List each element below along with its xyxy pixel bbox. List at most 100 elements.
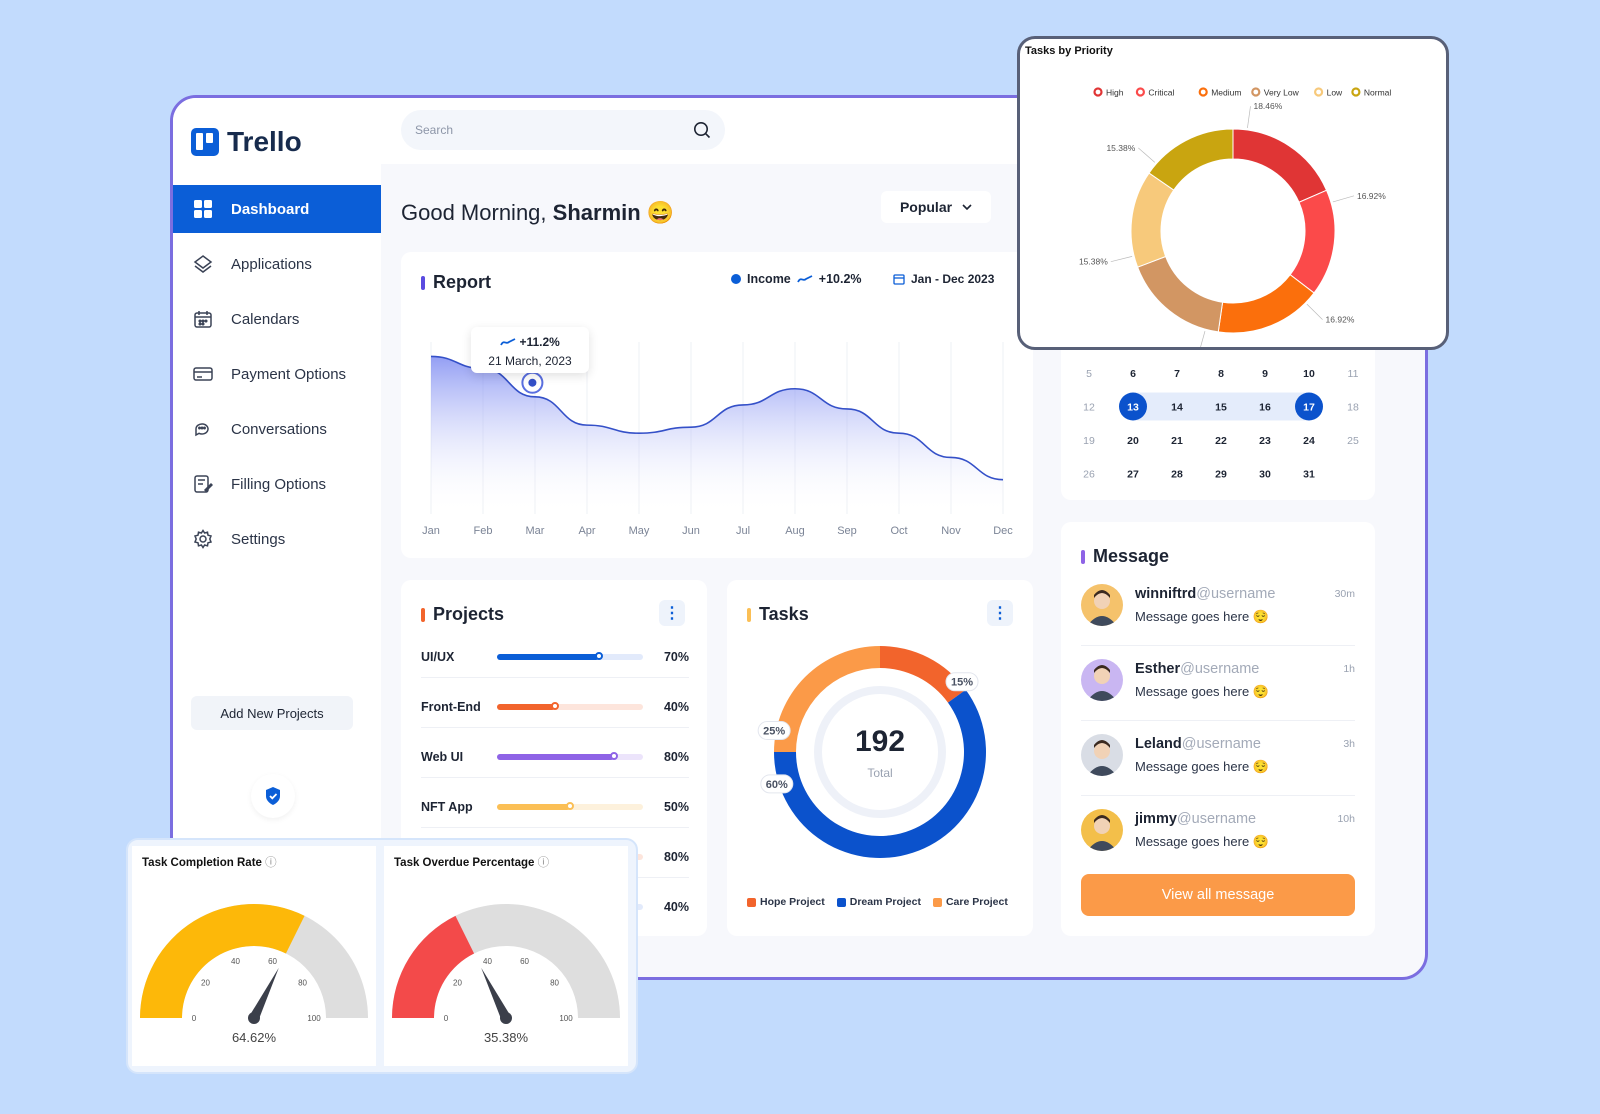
calendar-day[interactable]: 25 xyxy=(1347,435,1359,447)
message-item[interactable]: jimmy@username Message goes here 😌 10h xyxy=(1081,809,1355,881)
message-item[interactable]: Leland@username Message goes here 😌 3h xyxy=(1081,734,1355,806)
sidebar-item-conversations[interactable]: Conversations xyxy=(173,405,381,453)
project-row[interactable]: NFT App 50% xyxy=(421,800,689,814)
add-new-projects-button[interactable]: Add New Projects xyxy=(191,696,353,730)
project-percent: 70% xyxy=(663,650,689,664)
calendar-day[interactable]: 27 xyxy=(1127,469,1139,481)
info-icon[interactable]: ⓘ xyxy=(537,857,550,869)
legend-marker xyxy=(1198,87,1208,97)
calendar-day[interactable]: 14 xyxy=(1171,402,1183,414)
calendar-day[interactable]: 22 xyxy=(1215,435,1227,447)
calendar-day[interactable]: 21 xyxy=(1171,435,1183,447)
date-range[interactable]: Jan - Dec 2023 xyxy=(893,272,994,286)
selected-date-circle xyxy=(1295,392,1323,421)
project-row[interactable]: Web UI 80% xyxy=(421,750,689,764)
logo[interactable]: Trello xyxy=(191,126,302,158)
project-progress-track xyxy=(497,652,643,660)
row-divider xyxy=(421,827,689,828)
calendar-day[interactable]: 24 xyxy=(1303,435,1315,447)
calendar-day[interactable]: 18 xyxy=(1347,402,1359,414)
donut-slice[interactable] xyxy=(774,689,986,858)
view-all-messages-button[interactable]: View all message xyxy=(1081,874,1355,916)
calendar-day[interactable]: 5 xyxy=(1086,368,1092,380)
sidebar-item-dashboard[interactable]: Dashboard xyxy=(173,185,381,233)
sidebar-item-applications[interactable]: Applications xyxy=(173,240,381,288)
calendar-day[interactable]: 26 xyxy=(1083,469,1095,481)
calendar-day[interactable]: 10 xyxy=(1303,368,1315,380)
info-icon[interactable]: ⓘ xyxy=(265,857,277,869)
avatar[interactable] xyxy=(1081,584,1123,626)
legend-label[interactable]: Very Low xyxy=(1264,88,1300,98)
calendar-day[interactable]: 20 xyxy=(1127,435,1139,447)
donut-label-pill xyxy=(757,721,791,741)
message-item[interactable]: winniftrd@username Message goes here 😌 30m xyxy=(1081,584,1355,656)
donut-slice[interactable] xyxy=(1217,274,1315,334)
legend-item[interactable]: Hope Project xyxy=(747,896,825,908)
sender-name: winniftrd xyxy=(1135,586,1197,602)
legend-label[interactable]: Low xyxy=(1327,88,1343,98)
calendar-day[interactable]: 29 xyxy=(1215,469,1227,481)
calendar-day[interactable]: 28 xyxy=(1171,469,1183,481)
calendar-day[interactable]: 15 xyxy=(1215,402,1227,414)
legend-label[interactable]: Medium xyxy=(1211,88,1241,98)
calendar-day[interactable]: 16 xyxy=(1259,402,1271,414)
avatar[interactable] xyxy=(1081,659,1123,701)
legend-item[interactable]: Dream Project xyxy=(836,896,921,908)
donut-data-label: 16.92% xyxy=(1326,315,1355,325)
sidebar-item-settings[interactable]: Settings xyxy=(173,515,381,563)
sidebar-item-filling-options[interactable]: Filling Options xyxy=(173,460,381,508)
legend-swatch xyxy=(747,897,756,907)
calendar-day[interactable]: 8 xyxy=(1218,368,1224,380)
avatar[interactable] xyxy=(1081,809,1123,851)
project-row[interactable]: Front-End 40% xyxy=(421,700,689,714)
project-percent: 50% xyxy=(663,800,689,814)
trello-logo-icon xyxy=(191,128,219,156)
sidebar-item-payment-options[interactable]: Payment Options xyxy=(173,350,381,398)
tasks-more-button[interactable]: ⋮ xyxy=(987,600,1013,626)
avatar[interactable] xyxy=(1081,734,1123,776)
project-progress-fill xyxy=(497,704,556,710)
donut-slice[interactable] xyxy=(1148,128,1234,191)
project-progress-knob xyxy=(595,652,604,660)
donut-slice[interactable] xyxy=(880,646,966,703)
report-card: Report Income +10.2% Jan - Dec 2023 Jan F… xyxy=(401,252,1033,558)
project-name: Web UI xyxy=(421,750,464,764)
calendar-day[interactable]: 11 xyxy=(1348,368,1359,380)
calendar-day[interactable]: 23 xyxy=(1259,435,1271,447)
donut-slice[interactable] xyxy=(1130,172,1175,268)
legend-item[interactable]: Care Project xyxy=(932,896,1008,908)
message-time: 10h xyxy=(1337,813,1355,825)
sidebar-item-label: Payment Options xyxy=(231,365,347,383)
sort-dropdown[interactable]: Popular xyxy=(881,191,991,223)
gauge-title: Task Overdue Percentage ⓘ xyxy=(394,854,549,870)
calendar-day[interactable]: 6 xyxy=(1130,368,1136,380)
calendar-icon xyxy=(893,274,905,285)
calendar-day[interactable]: 12 xyxy=(1083,402,1095,414)
calendar-day[interactable]: 7 xyxy=(1174,368,1180,380)
legend-label[interactable]: Normal xyxy=(1364,88,1392,98)
search-bar[interactable]: Search xyxy=(401,110,725,150)
legend-marker xyxy=(1314,87,1324,97)
calendar-day[interactable]: 9 xyxy=(1262,368,1268,380)
donut-slice[interactable] xyxy=(1289,189,1336,294)
search-input[interactable]: Search xyxy=(415,123,454,137)
search-icon[interactable] xyxy=(693,121,711,139)
project-row[interactable]: UI/UX 70% xyxy=(421,650,689,664)
calendar-day[interactable]: 19 xyxy=(1083,435,1095,447)
layers-icon xyxy=(193,254,213,274)
shield-badge[interactable] xyxy=(251,774,295,818)
calendar-day[interactable]: 31 xyxy=(1303,469,1315,481)
calendar-day[interactable]: 13 xyxy=(1127,402,1139,414)
donut-slice[interactable] xyxy=(1232,128,1328,203)
message-item[interactable]: Esther@username Message goes here 😌 1h xyxy=(1081,659,1355,731)
projects-more-button[interactable]: ⋮ xyxy=(659,600,685,626)
sidebar-item-calendars[interactable]: Calendars xyxy=(173,295,381,343)
calendar-day[interactable]: 30 xyxy=(1259,469,1271,481)
legend-label[interactable]: Critical xyxy=(1148,88,1174,98)
tooltip-change-row: +11.2% xyxy=(471,333,589,352)
donut-slice[interactable] xyxy=(1136,255,1224,333)
calendar-day[interactable]: 17 xyxy=(1303,402,1315,414)
projects-title: Projects xyxy=(421,604,504,625)
donut-slice[interactable] xyxy=(774,646,880,752)
legend-label[interactable]: High xyxy=(1106,88,1124,98)
